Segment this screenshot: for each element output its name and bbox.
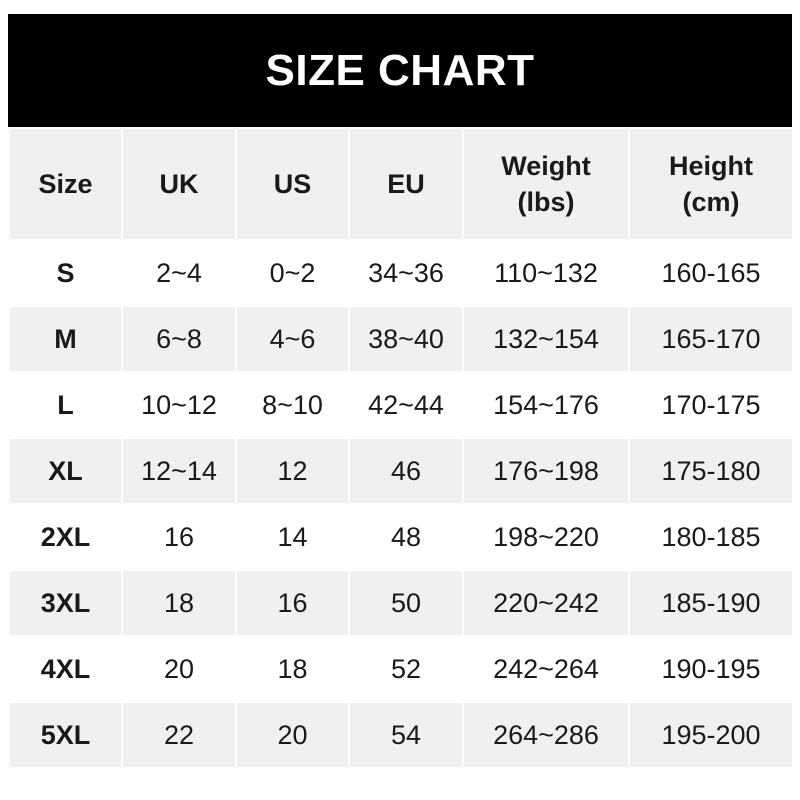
- table-cell: 38~40: [348, 305, 464, 373]
- table-cell: 185-190: [628, 569, 794, 637]
- header-text: (cm): [682, 187, 740, 217]
- table-row: 3XL 18 16 50 220~242 185-190: [8, 569, 794, 637]
- header-text: Height: [669, 151, 753, 181]
- table-cell: 46: [348, 437, 464, 505]
- table-cell: 14: [235, 503, 350, 571]
- table-row: L 10~12 8~10 42~44 154~176 170-175: [8, 371, 794, 439]
- table-row: XL 12~14 12 46 176~198 175-180: [8, 437, 794, 505]
- table-cell: 8~10: [235, 371, 350, 439]
- table-cell: 54: [348, 701, 464, 769]
- table-row: 4XL 20 18 52 242~264 190-195: [8, 635, 794, 703]
- column-header: EU: [348, 127, 464, 241]
- column-header: UK: [121, 127, 237, 241]
- table-cell: 18: [121, 569, 237, 637]
- size-table: Size UK US EU Weight (lbs) Height (cm) S 2~4 0~2 3…: [8, 127, 794, 769]
- table-cell: 175-180: [628, 437, 794, 505]
- column-header: US: [235, 127, 350, 241]
- table-cell: 190-195: [628, 635, 794, 703]
- table-cell: 110~132: [462, 239, 630, 307]
- table-cell: 12: [235, 437, 350, 505]
- table-cell: 20: [235, 701, 350, 769]
- table-cell: 16: [235, 569, 350, 637]
- header-text: US: [273, 169, 312, 199]
- column-header: Height (cm): [628, 127, 794, 241]
- table-cell: 160-165: [628, 239, 794, 307]
- table-cell: 220~242: [462, 569, 630, 637]
- table-cell: 6~8: [121, 305, 237, 373]
- size-cell: S: [8, 239, 123, 307]
- table-cell: 198~220: [462, 503, 630, 571]
- table-cell: 52: [348, 635, 464, 703]
- table-row: 2XL 16 14 48 198~220 180-185: [8, 503, 794, 571]
- size-cell: L: [8, 371, 123, 439]
- size-cell: 4XL: [8, 635, 123, 703]
- column-header: Weight (lbs): [462, 127, 630, 241]
- header-row: Size UK US EU Weight (lbs) Height (cm): [8, 127, 794, 241]
- table-cell: 170-175: [628, 371, 794, 439]
- table-row: 5XL 22 20 54 264~286 195-200: [8, 701, 794, 769]
- header-text: Weight: [501, 151, 591, 181]
- size-cell: 2XL: [8, 503, 123, 571]
- table-cell: 195-200: [628, 701, 794, 769]
- size-cell: M: [8, 305, 123, 373]
- size-cell: 3XL: [8, 569, 123, 637]
- table-cell: 48: [348, 503, 464, 571]
- table-cell: 0~2: [235, 239, 350, 307]
- table-cell: 16: [121, 503, 237, 571]
- table-row: S 2~4 0~2 34~36 110~132 160-165: [8, 239, 794, 307]
- table-row: M 6~8 4~6 38~40 132~154 165-170: [8, 305, 794, 373]
- header-text: UK: [159, 169, 199, 199]
- table-cell: 18: [235, 635, 350, 703]
- table-cell: 4~6: [235, 305, 350, 373]
- table-cell: 132~154: [462, 305, 630, 373]
- size-cell: XL: [8, 437, 123, 505]
- chart-title: SIZE CHART: [8, 14, 792, 127]
- table-cell: 2~4: [121, 239, 237, 307]
- table-cell: 180-185: [628, 503, 794, 571]
- table-cell: 176~198: [462, 437, 630, 505]
- table-cell: 50: [348, 569, 464, 637]
- size-cell: 5XL: [8, 701, 123, 769]
- header-text: Size: [38, 169, 93, 199]
- table-cell: 42~44: [348, 371, 464, 439]
- table-cell: 20: [121, 635, 237, 703]
- table-cell: 154~176: [462, 371, 630, 439]
- table-cell: 242~264: [462, 635, 630, 703]
- table-cell: 10~12: [121, 371, 237, 439]
- table-cell: 34~36: [348, 239, 464, 307]
- table-cell: 264~286: [462, 701, 630, 769]
- table-cell: 165-170: [628, 305, 794, 373]
- header-text: EU: [387, 169, 425, 199]
- header-text: (lbs): [517, 187, 575, 217]
- column-header: Size: [8, 127, 123, 241]
- table-cell: 12~14: [121, 437, 237, 505]
- table-cell: 22: [121, 701, 237, 769]
